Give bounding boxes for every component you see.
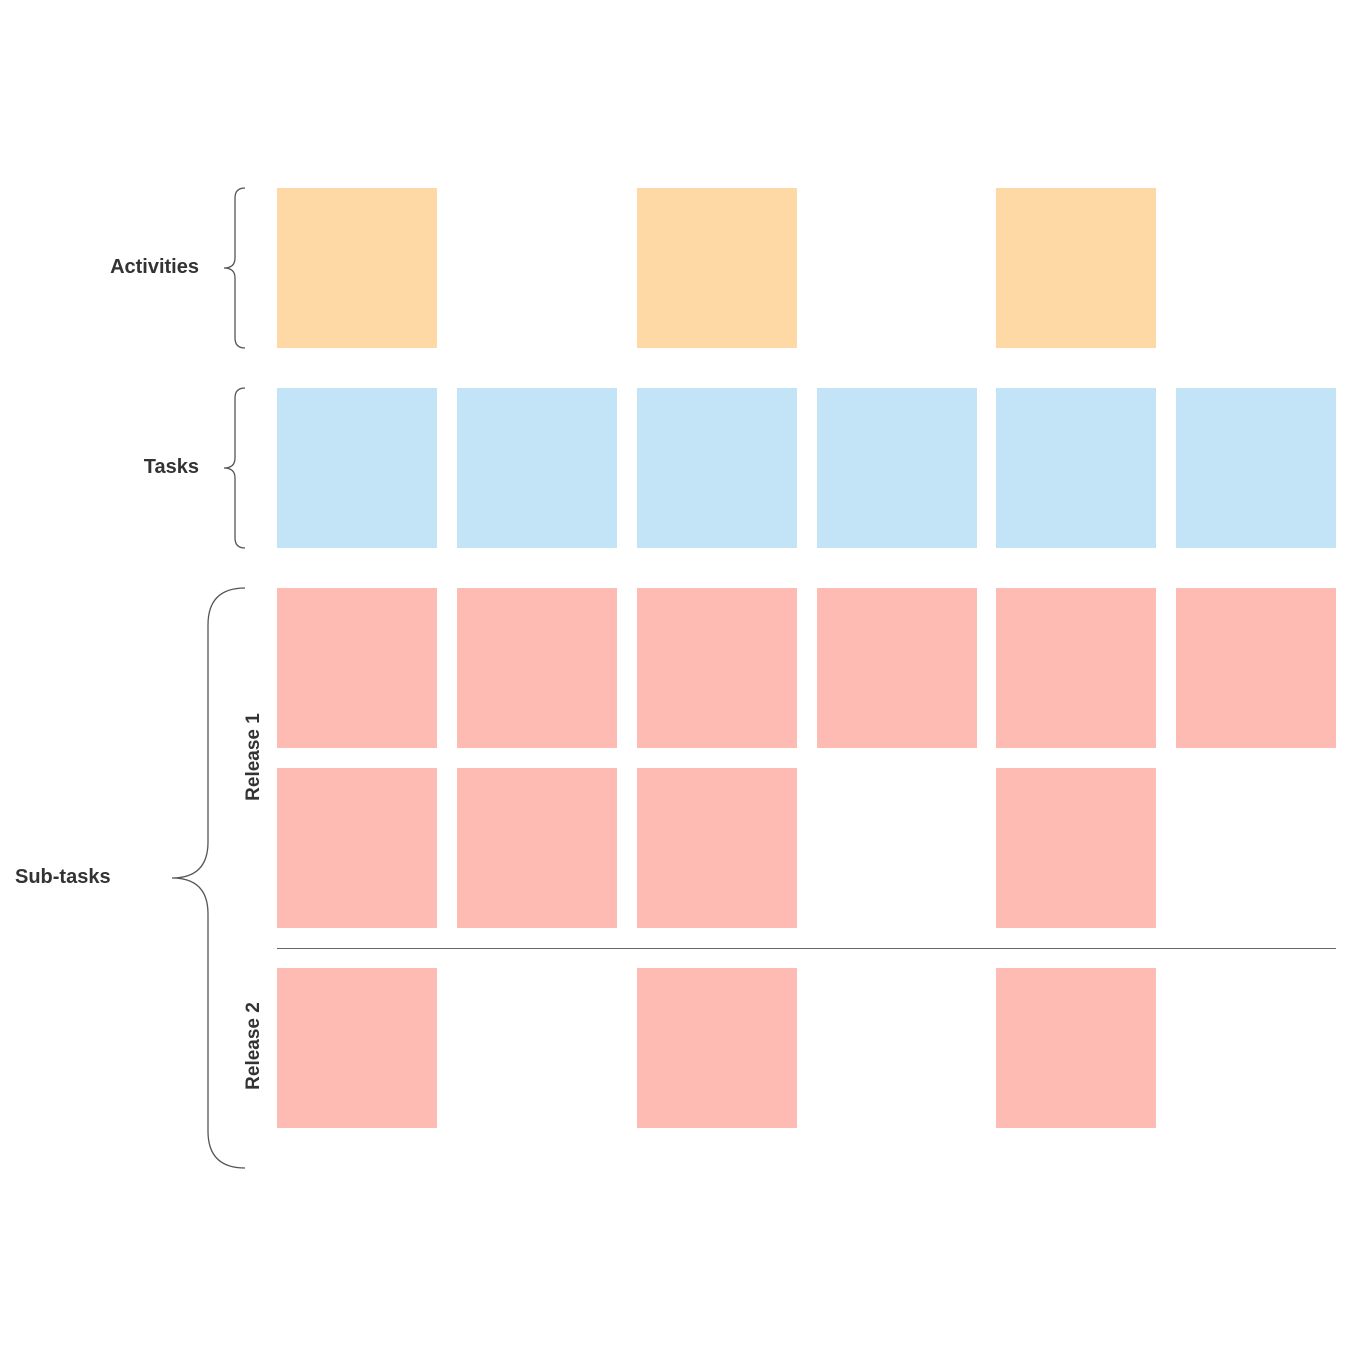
- activities-label: Activities: [110, 256, 199, 278]
- tasks-brace: [223, 387, 246, 549]
- subtask-sticky-note[interactable]: [1176, 588, 1336, 748]
- subtask-sticky-note[interactable]: [277, 768, 437, 928]
- subtasks-label: Sub-tasks: [15, 866, 111, 888]
- activity-sticky-note[interactable]: [637, 188, 797, 348]
- task-sticky-note[interactable]: [457, 388, 617, 548]
- activity-sticky-note[interactable]: [277, 188, 437, 348]
- task-sticky-note[interactable]: [817, 388, 977, 548]
- release-1-label: Release 1: [243, 713, 264, 801]
- subtask-sticky-note[interactable]: [637, 968, 797, 1128]
- task-sticky-note[interactable]: [277, 388, 437, 548]
- subtask-sticky-note[interactable]: [817, 588, 977, 748]
- release-divider: [277, 948, 1336, 949]
- activities-brace: [223, 187, 246, 349]
- release-2-label: Release 2: [243, 1002, 264, 1090]
- subtask-sticky-note[interactable]: [457, 768, 617, 928]
- tasks-label: Tasks: [143, 456, 199, 478]
- subtask-sticky-note[interactable]: [637, 768, 797, 928]
- subtask-sticky-note[interactable]: [457, 588, 617, 748]
- activity-sticky-note[interactable]: [996, 188, 1156, 348]
- subtask-sticky-note[interactable]: [996, 588, 1156, 748]
- subtask-sticky-note[interactable]: [996, 768, 1156, 928]
- task-sticky-note[interactable]: [996, 388, 1156, 548]
- subtasks-brace: [171, 587, 246, 1169]
- subtask-sticky-note[interactable]: [277, 968, 437, 1128]
- subtask-sticky-note[interactable]: [637, 588, 797, 748]
- subtask-sticky-note[interactable]: [996, 968, 1156, 1128]
- task-sticky-note[interactable]: [1176, 388, 1336, 548]
- subtask-sticky-note[interactable]: [277, 588, 437, 748]
- task-sticky-note[interactable]: [637, 388, 797, 548]
